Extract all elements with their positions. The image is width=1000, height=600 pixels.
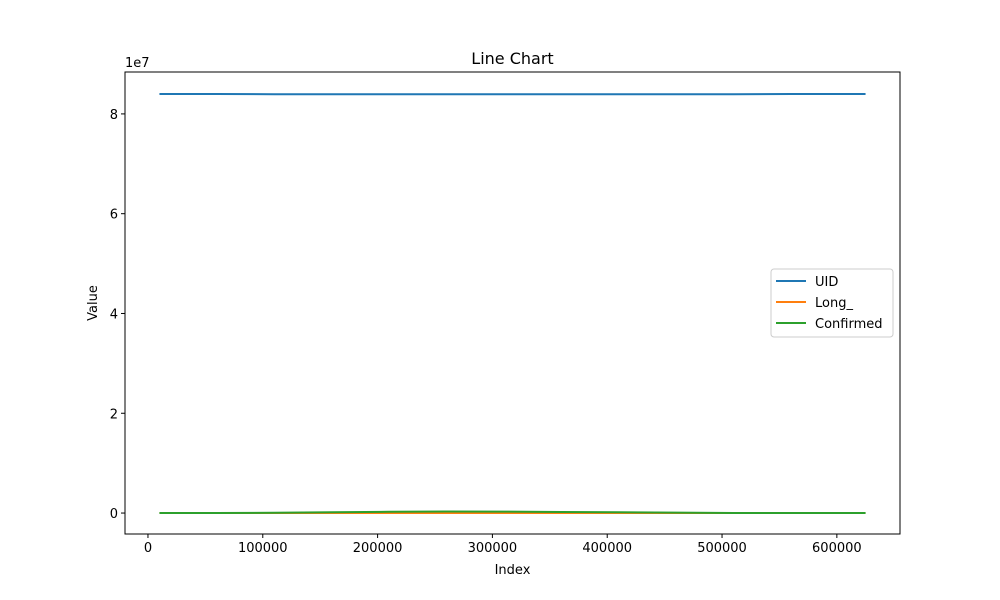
plot-area-frame [124,71,901,535]
y-axis: 0 2 4 6 8 [110,108,125,522]
legend-label: UID [815,275,838,290]
y-axis-label: Value [86,285,101,321]
x-axis: 0 100000 200000 300000 400000 500000 600000 [144,534,862,556]
y-tick-label: 4 [110,307,118,322]
y-tick-label: 8 [110,108,118,123]
x-tick-label: 0 [144,541,152,556]
x-tick-label: 200000 [353,541,403,556]
chart-title: Line Chart [471,49,553,68]
x-tick-label: 500000 [697,541,747,556]
legend-label: Confirmed [815,317,883,332]
legend-items: UID Long_ Confirmed [776,275,883,332]
x-tick-label: 600000 [812,541,862,556]
x-tick-label: 400000 [582,541,632,556]
series-line-confirmed [159,510,866,515]
y-tick-label: 0 [110,507,118,522]
x-axis-label: Index [495,563,531,578]
y-axis-offset-text: 1e7 [125,56,150,71]
legend: UID Long_ Confirmed [770,268,894,338]
legend-frame [770,268,894,338]
y-tick-label: 2 [110,407,118,422]
series-layer [159,92,866,515]
x-tick-label: 100000 [238,541,288,556]
legend-label: Long_ [815,296,853,311]
y-tick-label: 6 [110,208,118,223]
x-tick-label: 300000 [468,541,518,556]
